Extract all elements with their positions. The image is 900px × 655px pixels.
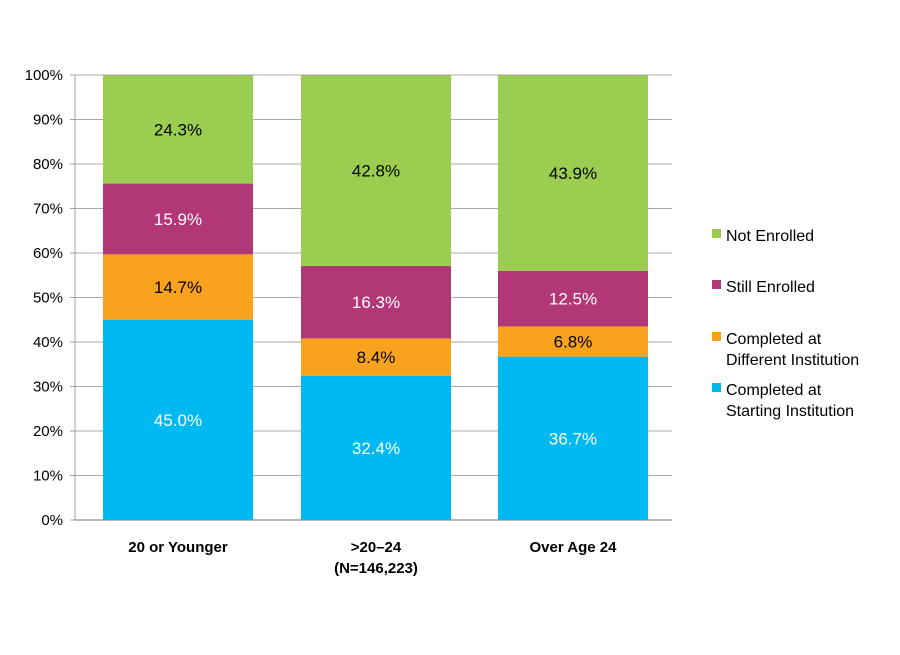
data-label: 32.4% xyxy=(352,439,400,458)
data-label: 14.7% xyxy=(154,278,202,297)
y-tick-label: 70% xyxy=(33,201,63,218)
data-label: 43.9% xyxy=(549,164,597,183)
data-label: 8.4% xyxy=(357,348,396,367)
legend-label: Starting Institution xyxy=(726,403,854,420)
bar-segment xyxy=(301,375,451,520)
data-label: 36.7% xyxy=(549,429,597,448)
legend-swatch xyxy=(712,280,721,289)
data-label: 15.9% xyxy=(154,210,202,229)
legend-swatch xyxy=(712,229,721,238)
legend-swatch xyxy=(712,332,721,341)
bar-segment xyxy=(103,183,253,255)
bar-segment xyxy=(103,254,253,320)
legend-label: Not Enrolled xyxy=(726,228,814,245)
y-tick-label: 30% xyxy=(33,379,63,396)
x-tick-label: (N=146,223) xyxy=(334,560,418,577)
legend-swatch xyxy=(712,383,721,392)
data-label: 24.3% xyxy=(154,121,202,140)
bar-segment xyxy=(498,270,648,327)
y-tick-label: 0% xyxy=(41,512,63,529)
y-tick-label: 90% xyxy=(33,112,63,129)
y-tick-label: 10% xyxy=(33,468,63,485)
y-tick-label: 80% xyxy=(33,156,63,173)
bar-segment xyxy=(103,319,253,520)
y-tick-label: 40% xyxy=(33,334,63,351)
legend-label: Still Enrolled xyxy=(726,279,815,296)
bar-segment xyxy=(498,75,648,271)
x-tick-label: >20–24 xyxy=(351,539,402,556)
bar-segment xyxy=(301,75,451,266)
legend-label: Different Institution xyxy=(726,352,859,369)
bar-segment xyxy=(301,338,451,376)
y-tick-label: 20% xyxy=(33,423,63,440)
legend-label: Completed at xyxy=(726,331,822,348)
bar-segment xyxy=(103,75,253,184)
data-label: 45.0% xyxy=(154,411,202,430)
data-label: 42.8% xyxy=(352,162,400,181)
y-tick-label: 60% xyxy=(33,245,63,262)
data-label: 6.8% xyxy=(554,333,593,352)
data-label: 12.5% xyxy=(549,290,597,309)
x-tick-label: 20 or Younger xyxy=(128,539,228,556)
bar-segment xyxy=(301,265,451,339)
bar-segment xyxy=(498,326,648,357)
data-label: 16.3% xyxy=(352,293,400,312)
y-tick-label: 50% xyxy=(33,290,63,307)
legend-label: Completed at xyxy=(726,382,822,399)
bar-segment xyxy=(498,356,648,520)
y-tick-label: 100% xyxy=(25,67,63,84)
x-tick-label: Over Age 24 xyxy=(530,539,618,556)
